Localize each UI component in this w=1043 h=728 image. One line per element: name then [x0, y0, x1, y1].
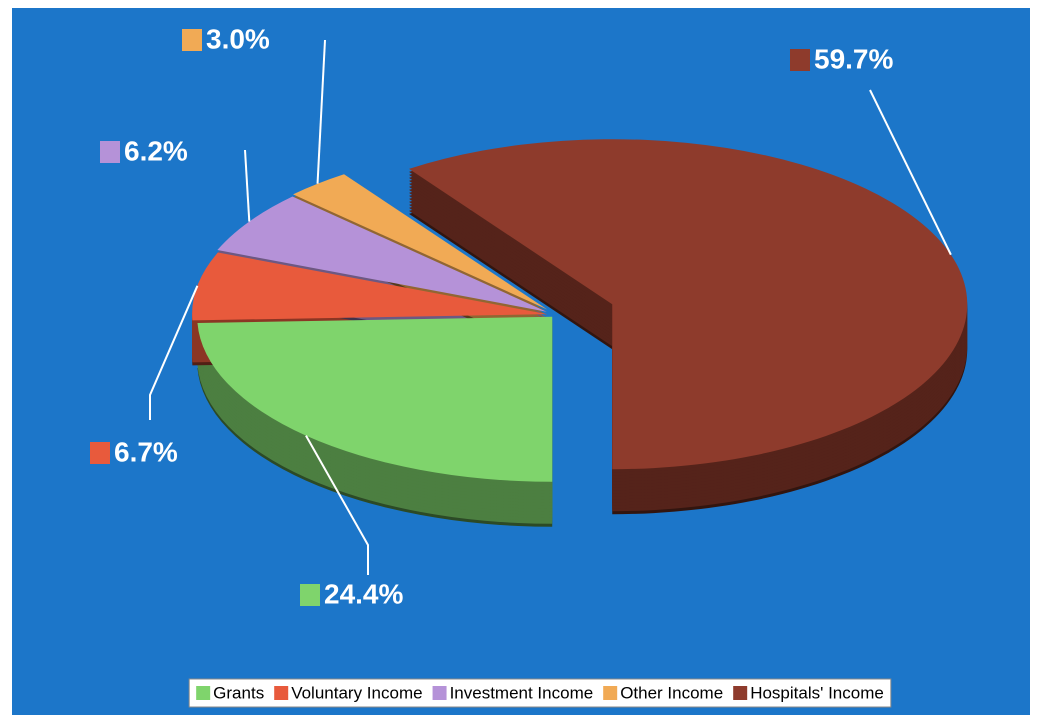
label-swatch	[90, 442, 110, 464]
data-label: 59.7%	[814, 43, 893, 74]
legend-label: Other Income	[620, 683, 723, 702]
label-swatch	[300, 584, 320, 606]
legend-swatch	[196, 686, 211, 700]
legend-swatch	[733, 686, 748, 700]
slice-tops	[192, 139, 968, 482]
label-swatch	[182, 29, 202, 51]
leader-line	[305, 435, 369, 575]
label-swatch	[790, 49, 810, 71]
data-label: 3.0%	[206, 23, 270, 54]
pie-slice	[192, 252, 548, 321]
data-label: 6.7%	[114, 436, 178, 467]
leader-line	[244, 149, 251, 222]
data-label: 6.2%	[124, 135, 188, 166]
leader-line	[869, 89, 952, 256]
legend-swatch	[274, 686, 289, 700]
legend-label: Hospitals' Income	[750, 683, 884, 702]
leader-line	[316, 39, 326, 184]
data-labels: 24.4% 6.7% 6.2% 3.0% 59.7%	[90, 23, 952, 609]
legend-swatch	[603, 686, 618, 700]
legend-label: Grants	[213, 683, 264, 702]
legend-label: Voluntary Income	[291, 683, 422, 702]
legend-box	[188, 678, 892, 708]
pie-slice	[197, 316, 553, 482]
leader-line	[149, 285, 199, 420]
pie-slice	[293, 174, 548, 310]
label-swatch	[100, 141, 120, 163]
legend-swatch	[432, 686, 447, 700]
pie-slice	[409, 139, 968, 470]
data-label: 24.4%	[324, 578, 403, 609]
pie-slice	[217, 196, 547, 312]
legend: Grants Voluntary Income Investment Income O…	[188, 678, 892, 708]
legend-label: Investment Income	[450, 683, 594, 702]
